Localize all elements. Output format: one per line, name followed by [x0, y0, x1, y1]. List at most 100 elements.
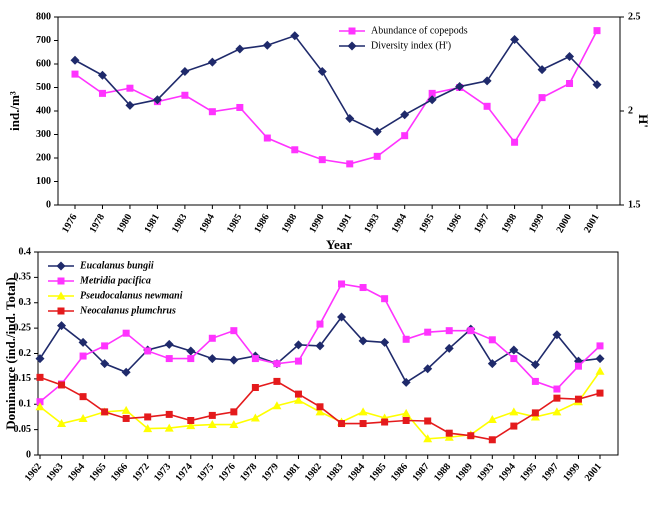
marker [294, 357, 302, 365]
x-tick-label: 1981 [281, 461, 302, 483]
marker [144, 347, 152, 355]
x-tick-label: 1998 [500, 212, 520, 235]
marker [380, 337, 390, 347]
marker [381, 295, 389, 303]
marker [593, 27, 601, 35]
y-tick-label: 0.3 [19, 297, 32, 308]
marker [509, 407, 519, 416]
x-tick-label: 1975 [195, 461, 216, 483]
marker [316, 320, 324, 328]
x-tick-label: 1999 [561, 461, 582, 483]
marker [487, 414, 497, 423]
marker [180, 67, 190, 77]
marker [482, 76, 492, 86]
y-tick-label: 200 [36, 152, 51, 163]
marker [444, 432, 454, 441]
x-tick-label: 2000 [555, 212, 575, 235]
x-tick-label: 1994 [497, 461, 518, 483]
legend-label: Diversity index (H') [371, 40, 451, 51]
marker [78, 413, 88, 422]
x-tick-label: 1978 [238, 461, 259, 483]
x-tick-label: 1974 [174, 461, 195, 483]
y-tick-label: 0 [26, 449, 31, 460]
x-tick-label: 1995 [518, 461, 539, 483]
legend-marker [57, 307, 65, 315]
marker [487, 359, 497, 369]
y2-tick-label: 2.5 [628, 11, 641, 22]
marker [100, 359, 110, 369]
series-line [74, 34, 598, 133]
marker [208, 411, 216, 419]
y-tick-label: 0.35 [14, 272, 32, 283]
marker [531, 377, 539, 385]
marker [565, 51, 575, 61]
marker [78, 337, 88, 347]
x-tick-label: 1986 [389, 461, 410, 483]
marker [207, 420, 217, 429]
x-tick-label: 1981 [142, 212, 162, 235]
marker [510, 422, 518, 430]
marker [553, 394, 561, 402]
marker [359, 420, 367, 428]
legend-label: Metridia pacifica [79, 275, 151, 286]
marker [186, 421, 196, 430]
y-tick-label: 300 [36, 129, 51, 140]
x-tick-label: 1963 [44, 461, 65, 483]
y-axis-title: Dominance (ind./ind. Total) [3, 277, 18, 429]
x-axis-title: Year [326, 237, 352, 252]
marker [552, 330, 562, 340]
marker [488, 336, 496, 344]
x-tick-label: 1997 [472, 212, 492, 235]
marker [36, 373, 44, 381]
legend-label: Eucalanus bungii [79, 260, 154, 271]
marker [509, 345, 519, 355]
x-tick-label: 1990 [307, 212, 327, 235]
x-tick-label: 1997 [540, 461, 561, 483]
marker [315, 341, 325, 351]
x-tick-label: 1993 [475, 461, 496, 483]
marker [338, 280, 346, 288]
marker [592, 80, 602, 90]
marker [316, 403, 324, 411]
marker [596, 342, 604, 350]
marker [337, 312, 347, 322]
marker [165, 410, 173, 418]
marker [235, 44, 245, 54]
marker [445, 429, 453, 437]
marker [530, 412, 540, 421]
y-tick-label: 0 [46, 199, 51, 210]
marker [181, 91, 189, 99]
legend-marker [348, 27, 356, 35]
marker [122, 414, 130, 422]
x-tick-label: 1976 [217, 461, 238, 483]
marker [294, 390, 302, 398]
marker [372, 127, 382, 137]
marker [401, 408, 411, 417]
legend-label: Pseudocalanus newmani [80, 290, 183, 301]
marker [230, 408, 238, 416]
marker [538, 94, 546, 102]
marker [381, 418, 389, 426]
marker [263, 134, 271, 142]
y-axis-title: ind./m³ [7, 91, 22, 131]
marker [401, 132, 409, 140]
marker [273, 377, 281, 385]
y-tick-label: 100 [36, 176, 51, 187]
y-tick-label: 0.25 [14, 322, 32, 333]
marker [251, 355, 259, 363]
marker [57, 419, 67, 428]
marker [57, 321, 67, 331]
marker [207, 354, 217, 364]
y-tick-label: 0.2 [19, 348, 32, 359]
x-tick-label: 1964 [66, 461, 87, 483]
marker [511, 138, 519, 146]
x-tick-label: 1994 [390, 212, 410, 235]
x-tick-label: 1986 [252, 212, 272, 235]
marker [121, 405, 131, 414]
marker [187, 355, 195, 363]
y2-tick-label: 2 [628, 105, 633, 116]
marker [537, 65, 547, 75]
x-tick-label: 1996 [445, 212, 465, 235]
